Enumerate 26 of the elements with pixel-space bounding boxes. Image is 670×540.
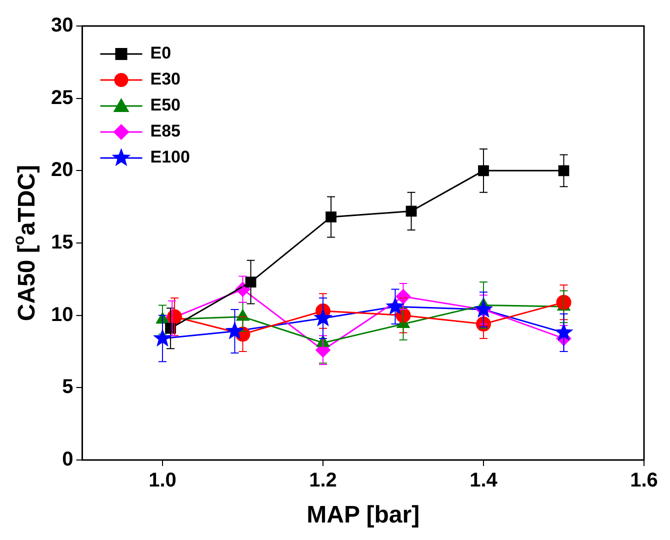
y-tick-label: 30 bbox=[50, 14, 74, 37]
legend-label: E100 bbox=[150, 148, 190, 167]
y-tick-label: 10 bbox=[50, 304, 74, 326]
x-axis-title: MAP [bar] bbox=[306, 502, 420, 529]
legend-label: E30 bbox=[150, 70, 180, 89]
y-axis-title: CA50 [oaTDC] bbox=[10, 164, 41, 322]
point bbox=[326, 212, 336, 222]
x-tick-label: 1.6 bbox=[630, 470, 658, 492]
legend-label: E50 bbox=[150, 96, 180, 115]
y-tick-label: 5 bbox=[62, 376, 74, 398]
point bbox=[225, 321, 244, 340]
x-tick-label: 1.2 bbox=[309, 470, 337, 492]
legend-label: E85 bbox=[150, 122, 180, 141]
point bbox=[554, 322, 574, 341]
y-tick-label: 25 bbox=[50, 86, 74, 109]
point bbox=[152, 328, 172, 347]
point bbox=[386, 296, 405, 315]
point bbox=[313, 308, 333, 326]
x-tick-label: 1.4 bbox=[470, 470, 498, 492]
y-tick-label: 20 bbox=[50, 159, 74, 182]
point bbox=[556, 294, 572, 310]
y-tick-label: 0 bbox=[62, 448, 74, 471]
x-tick-label: 1.0 bbox=[148, 470, 176, 492]
y-tick-label: 15 bbox=[50, 232, 74, 254]
legend-label: E0 bbox=[150, 44, 172, 63]
point bbox=[478, 165, 489, 176]
